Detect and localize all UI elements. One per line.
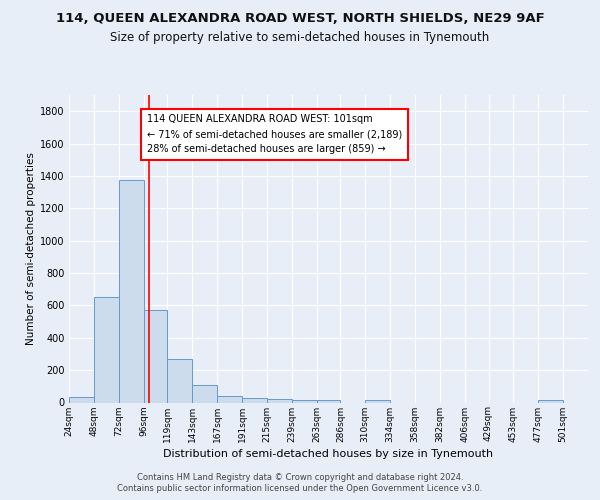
Bar <box>192 384 217 402</box>
Bar <box>317 400 340 402</box>
Bar <box>217 396 242 402</box>
Text: Contains public sector information licensed under the Open Government Licence v3: Contains public sector information licen… <box>118 484 482 493</box>
Bar <box>292 400 317 402</box>
Text: Contains HM Land Registry data © Crown copyright and database right 2024.: Contains HM Land Registry data © Crown c… <box>137 472 463 482</box>
Text: Size of property relative to semi-detached houses in Tynemouth: Size of property relative to semi-detach… <box>110 31 490 44</box>
Bar <box>242 398 267 402</box>
Bar <box>94 298 119 403</box>
Bar <box>538 400 563 402</box>
Text: 114, QUEEN ALEXANDRA ROAD WEST, NORTH SHIELDS, NE29 9AF: 114, QUEEN ALEXANDRA ROAD WEST, NORTH SH… <box>56 12 544 26</box>
Y-axis label: Number of semi-detached properties: Number of semi-detached properties <box>26 152 36 345</box>
X-axis label: Distribution of semi-detached houses by size in Tynemouth: Distribution of semi-detached houses by … <box>163 448 494 458</box>
Bar <box>119 180 143 402</box>
Bar <box>143 310 167 402</box>
Bar <box>167 359 192 403</box>
Bar <box>267 399 292 402</box>
Bar <box>69 397 94 402</box>
Text: 114 QUEEN ALEXANDRA ROAD WEST: 101sqm
← 71% of semi-detached houses are smaller : 114 QUEEN ALEXANDRA ROAD WEST: 101sqm ← … <box>146 114 402 154</box>
Bar <box>365 400 390 402</box>
